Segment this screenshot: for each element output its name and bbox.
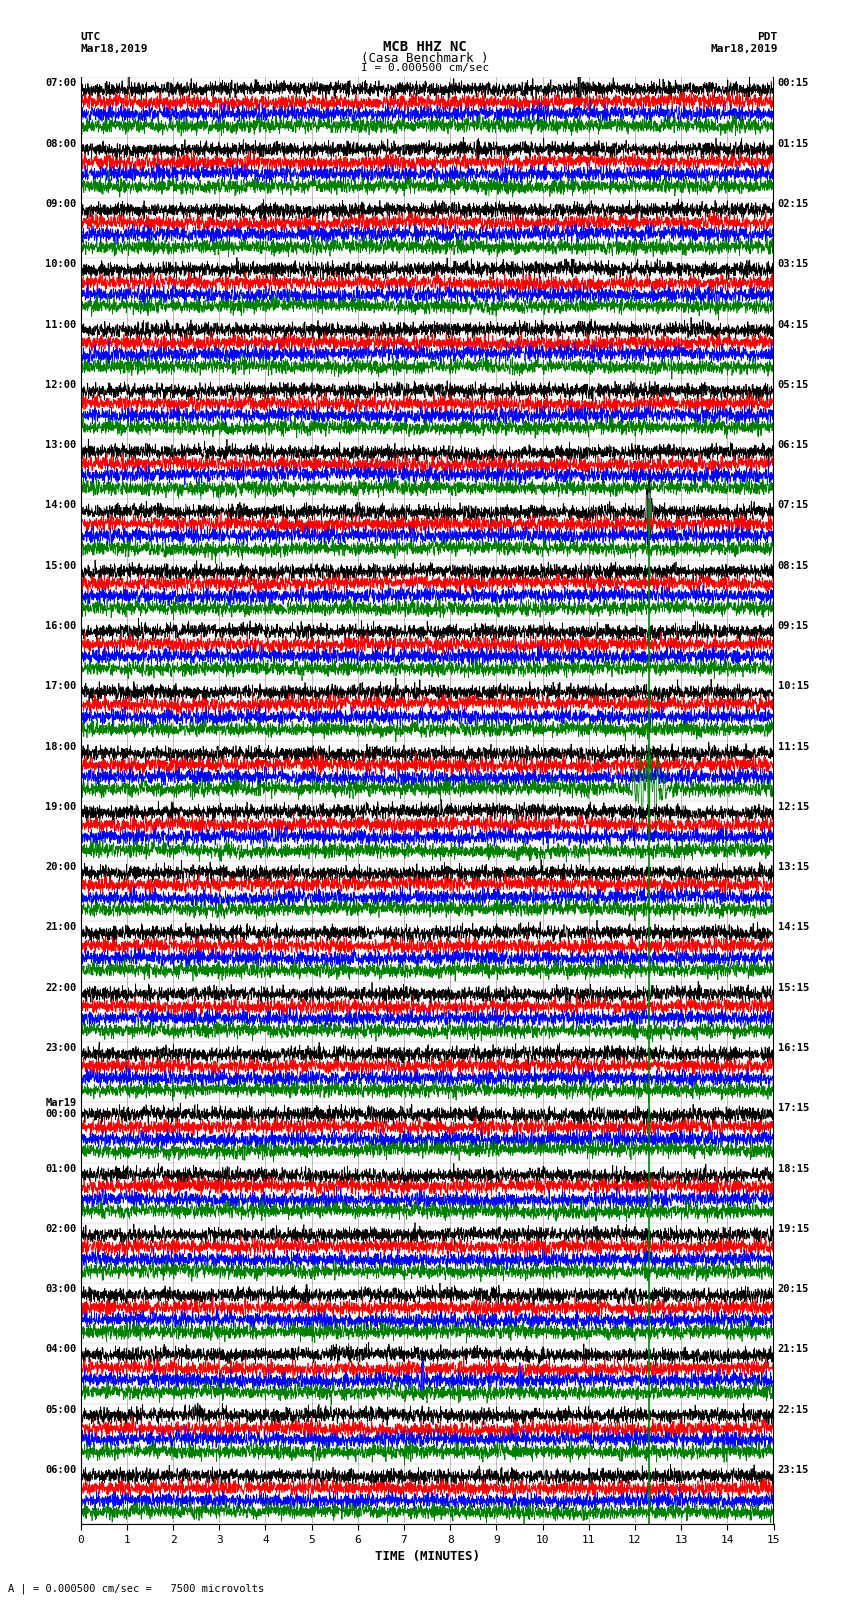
X-axis label: TIME (MINUTES): TIME (MINUTES) — [375, 1550, 479, 1563]
Text: Mar18,2019: Mar18,2019 — [81, 44, 148, 53]
Text: UTC: UTC — [81, 32, 101, 42]
Text: Mar18,2019: Mar18,2019 — [711, 44, 778, 53]
Text: MCB HHZ NC: MCB HHZ NC — [383, 40, 467, 55]
Text: I = 0.000500 cm/sec: I = 0.000500 cm/sec — [361, 63, 489, 73]
Text: PDT: PDT — [757, 32, 778, 42]
Text: A | = 0.000500 cm/sec =   7500 microvolts: A | = 0.000500 cm/sec = 7500 microvolts — [8, 1582, 264, 1594]
Text: (Casa Benchmark ): (Casa Benchmark ) — [361, 52, 489, 65]
